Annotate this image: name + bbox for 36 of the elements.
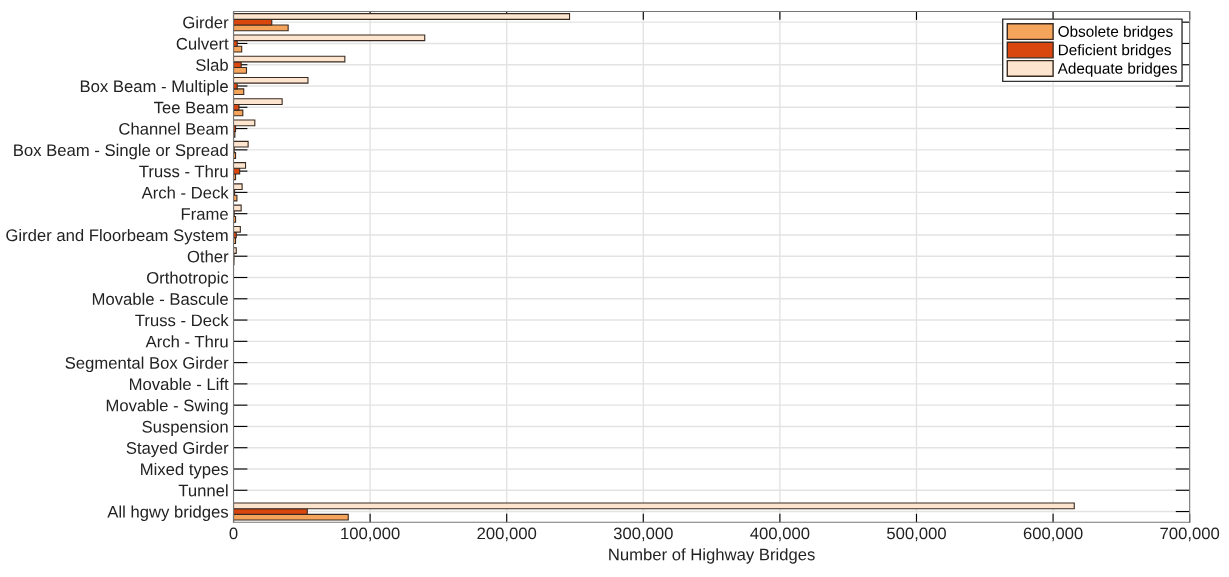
x-tick-label: 500,000 [887,527,946,542]
x-tick-label: 600,000 [1023,527,1083,542]
legend-label: Adequate bridges [1057,62,1177,77]
legend-label: Obsolete bridges [1058,25,1173,40]
x-tick-label: 200,000 [477,527,537,542]
y-tick-label: Tee Beam [154,101,228,114]
y-tick-label: Arch - Thru [145,335,228,348]
y-tick-label: Channel Beam [119,122,228,135]
y-tick-label: Movable - Swing [106,399,228,415]
y-tick-label: Truss - Deck [135,314,229,327]
x-axis-title: Number of Highway Bridges [609,548,815,564]
y-tick-label: Tunnel [178,484,228,497]
y-tick-label: Movable - Lift [129,377,229,391]
y-tick-label: Box Beam - Single or Spread [14,143,228,160]
y-tick-label: Other [187,250,229,263]
y-tick-label: All hgwy bridges [107,505,229,522]
y-tick-label: Segmental Box Girder [65,356,229,373]
x-tick-label: 100,000 [341,527,400,542]
x-tick-label: 700,000 [1160,527,1220,542]
y-tick-label: Stayed Girder [126,441,229,458]
y-tick-label: Frame [181,208,228,220]
y-tick-label: Girder and Floorbeam System [6,228,228,245]
y-tick-label: Slab [196,58,228,71]
y-tick-label: Orthotropic [147,271,229,287]
x-tick-label: 300,000 [613,527,673,542]
legend-label: Deficient bridges [1058,44,1171,59]
y-tick-label: Girder [183,16,229,29]
x-tick-label: 400,000 [750,527,810,542]
y-tick-label: Mixed types [141,462,229,479]
y-tick-label: Culvert [176,37,229,50]
y-tick-label: Box Beam - Multiple [80,79,228,96]
x-tick-label: 0 [229,527,238,540]
y-tick-label: Suspension [142,420,228,436]
y-tick-label: Movable - Bascule [92,292,228,305]
y-tick-label: Arch - Deck [141,186,229,199]
y-tick-label: Truss - Thru [139,165,228,178]
